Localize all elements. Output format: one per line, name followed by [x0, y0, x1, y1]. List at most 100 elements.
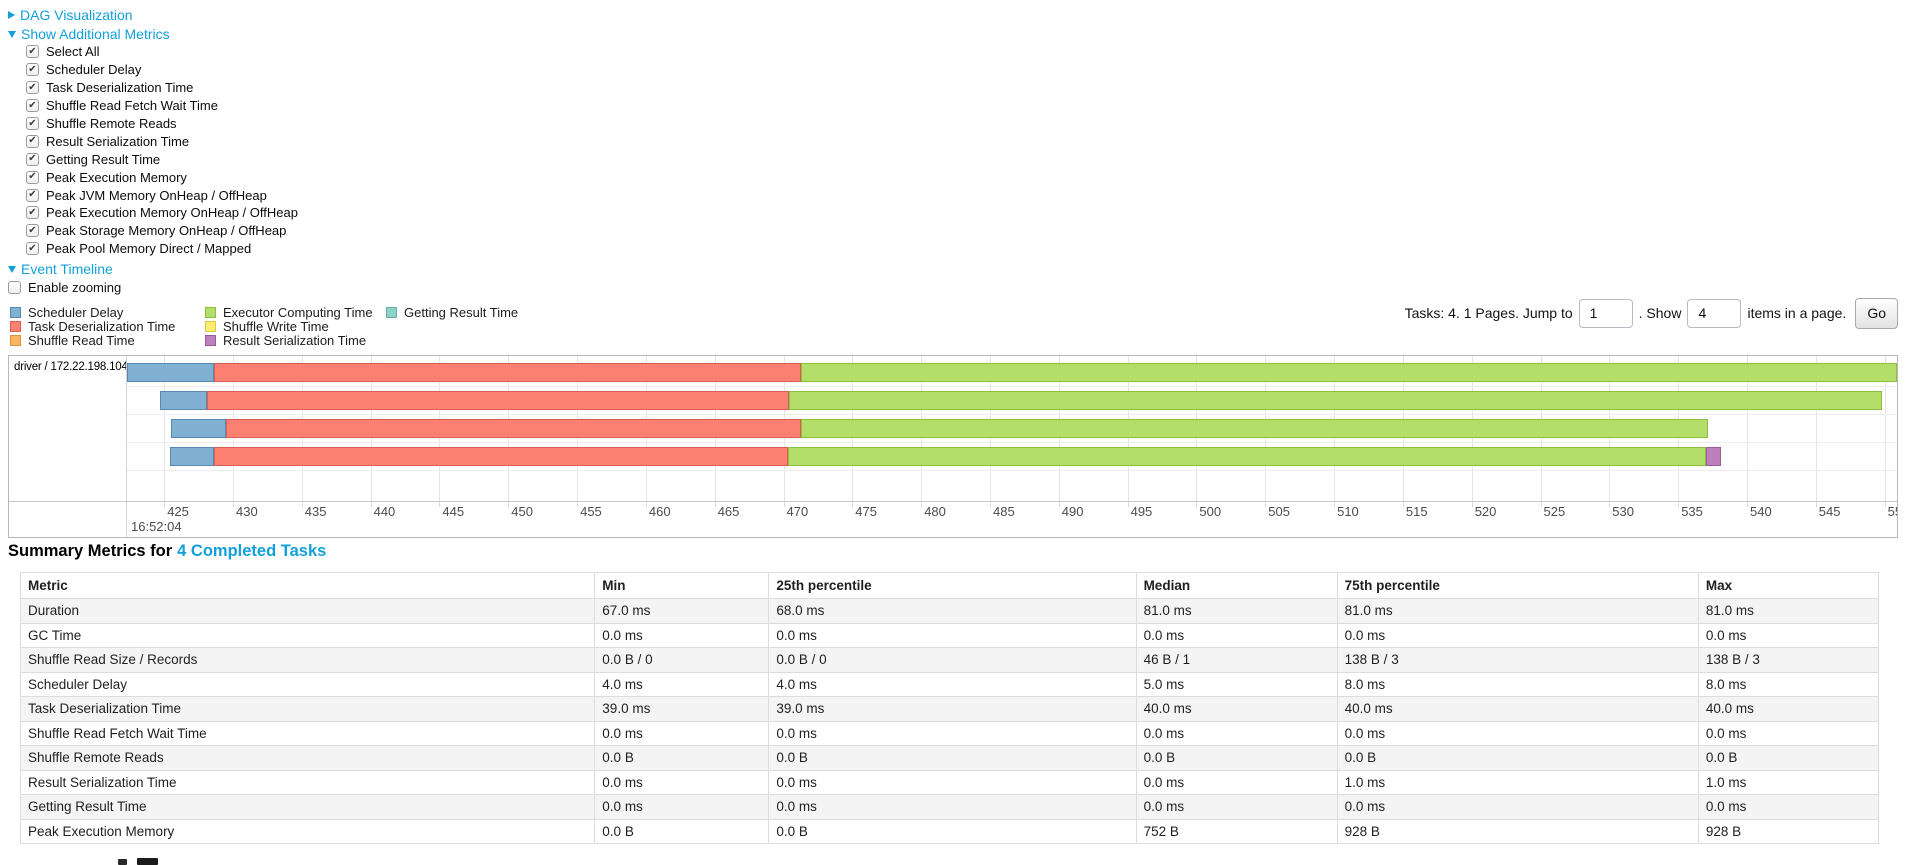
- event-timeline-chart: driver / 172.22.198.104 16:52:04 425 430 4…: [8, 355, 1898, 538]
- timeline-task-segment-scheduler-delay[interactable]: [127, 363, 214, 382]
- checkbox-getting-result-time[interactable]: [26, 152, 39, 166]
- show-text: . Show: [1638, 305, 1682, 321]
- legend-item: Scheduler Delay: [10, 305, 205, 321]
- checkbox-label: Peak Execution Memory: [46, 169, 187, 185]
- timeline-task-segment-task-deserialization-time[interactable]: [206, 391, 789, 410]
- go-button[interactable]: Go: [1855, 297, 1898, 329]
- checkbox-result-serialization-time[interactable]: [26, 134, 39, 148]
- metric-value-cell: 0.0 ms: [594, 720, 770, 746]
- metric-name-cell: GC Time: [19, 622, 596, 648]
- legend-item: Shuffle Read Time: [10, 333, 205, 348]
- legend-column: Scheduler Delay Task Deserialization Time…: [10, 305, 205, 348]
- checkbox-peak-storage-memory-onheap-offheap[interactable]: [26, 224, 39, 238]
- timeline-task-segment-task-deserialization-time[interactable]: [226, 419, 802, 438]
- grid-line: [164, 356, 166, 501]
- timeline-task-segment-result-serialization-time[interactable]: [1705, 447, 1721, 466]
- legend-label: Result Serialization Time: [223, 333, 367, 349]
- table-row: GC Time 0.0 ms 0.0 ms 0.0 ms 0.0 ms 0.0 ms: [19, 622, 1880, 648]
- metric-value-cell: 0.0 ms: [768, 769, 1137, 795]
- checkbox-label: Getting Result Time: [46, 151, 161, 167]
- metric-value-cell: 81.0 ms: [1135, 598, 1338, 624]
- metric-value-cell: 0.0 ms: [1697, 794, 1880, 820]
- timeline-plot-area: [127, 356, 1897, 501]
- metric-value-cell: 1.0 ms: [1336, 769, 1699, 795]
- metric-value-cell: 0.0 B: [1135, 745, 1338, 771]
- metric-value-cell: 0.0 B: [594, 818, 770, 844]
- axis-tick: [1678, 502, 1680, 507]
- axis-tick: [1609, 502, 1611, 507]
- axis-tick: [1815, 502, 1817, 507]
- metric-name-cell: Scheduler Delay: [19, 671, 596, 697]
- legend-item: Shuffle Write Time: [205, 319, 386, 334]
- timeline-task-segment-task-deserialization-time[interactable]: [213, 447, 788, 466]
- metric-checkbox-row: Shuffle Read Fetch Wait Time: [26, 97, 298, 115]
- timeline-task-segment-task-deserialization-time[interactable]: [213, 363, 802, 382]
- checkbox-shuffle-remote-reads[interactable]: [26, 117, 39, 130]
- timeline-task-segment-scheduler-delay[interactable]: [171, 419, 227, 438]
- items-in-page-text: items in a page.: [1747, 305, 1847, 321]
- metric-name-cell: Result Serialization Time: [19, 769, 596, 795]
- axis-tick-label: 465: [717, 504, 740, 519]
- metric-checkbox-row: Peak Execution Memory: [26, 168, 298, 186]
- checkbox-scheduler-delay[interactable]: [26, 63, 39, 77]
- metric-value-cell: 0.0 ms: [1697, 622, 1880, 648]
- legend-label: Scheduler Delay: [28, 305, 124, 321]
- timeline-task-segment-scheduler-delay[interactable]: [160, 391, 207, 410]
- timeline-task-segment-scheduler-delay[interactable]: [169, 447, 214, 466]
- metric-value-cell: 81.0 ms: [1336, 598, 1699, 624]
- axis-tick-label: 530: [1612, 504, 1634, 519]
- checkbox-peak-pool-memory-direct-mapped[interactable]: [26, 242, 39, 256]
- metric-value-cell: 1.0 ms: [1697, 769, 1880, 795]
- timeline-task-segment-executor-computing-time[interactable]: [801, 363, 1897, 382]
- legend-swatch: [10, 307, 21, 319]
- axis-tick-label: 505: [1268, 504, 1290, 519]
- checkbox-select-all[interactable]: [26, 45, 39, 59]
- column-header-median: Median: [1135, 572, 1338, 599]
- axis-tick: [783, 502, 785, 507]
- axis-tick-label: 450: [511, 504, 533, 519]
- expanded-arrow-icon: [8, 266, 16, 273]
- checkbox-shuffle-read-fetch-wait-time[interactable]: [26, 99, 39, 113]
- metric-name-cell: Task Deserialization Time: [19, 696, 596, 722]
- legend-item: Result Serialization Time: [205, 333, 386, 349]
- timeline-axis-start-time: 16:52:04: [131, 519, 182, 534]
- checkbox-label: Task Deserialization Time: [46, 80, 194, 96]
- metric-value-cell: 40.0 ms: [1336, 696, 1699, 722]
- metric-value-cell: 0.0 B: [1697, 745, 1880, 771]
- items-per-page-input[interactable]: [1687, 298, 1742, 328]
- legend-column: Getting Result Time: [386, 305, 518, 347]
- checkbox-peak-execution-memory-onheap-offheap[interactable]: [26, 206, 39, 220]
- axis-tick: [1058, 502, 1060, 507]
- event-timeline-toggle[interactable]: Event Timeline: [8, 260, 113, 277]
- axis-tick-label: 545: [1818, 504, 1841, 519]
- timeline-task-segment-executor-computing-time[interactable]: [787, 447, 1706, 466]
- metric-value-cell: 81.0 ms: [1697, 598, 1880, 624]
- timeline-task-segment-executor-computing-time[interactable]: [801, 419, 1709, 438]
- enable-zooming-checkbox[interactable]: [8, 280, 21, 294]
- table-row: Duration 67.0 ms 68.0 ms 81.0 ms 81.0 ms 81.0…: [19, 598, 1880, 624]
- metric-value-cell: 5.0 ms: [1135, 671, 1338, 697]
- checkbox-task-deserialization-time[interactable]: [26, 81, 39, 95]
- collapsed-arrow-icon: [8, 10, 15, 19]
- metric-value-cell: 0.0 ms: [768, 794, 1137, 820]
- axis-tick-label: 515: [1405, 504, 1428, 519]
- dag-visualization-toggle[interactable]: DAG Visualization: [8, 6, 133, 23]
- jump-to-page-input[interactable]: [1578, 298, 1633, 328]
- axis-tick-label: 510: [1337, 504, 1359, 519]
- timeline-axis-line: [9, 501, 1897, 502]
- additional-metrics-toggle[interactable]: Show Additional Metrics: [8, 25, 170, 42]
- checkbox-label: Peak JVM Memory OnHeap / OffHeap: [46, 187, 267, 203]
- metric-value-cell: 0.0 ms: [1336, 622, 1699, 648]
- table-row: Scheduler Delay 4.0 ms 4.0 ms 5.0 ms 8.0 ms 8…: [19, 671, 1880, 697]
- checkbox-peak-jvm-memory-onheap-offheap[interactable]: [26, 188, 39, 202]
- completed-tasks-link[interactable]: 4 Completed Tasks: [177, 542, 327, 560]
- axis-tick-label: 490: [1061, 504, 1084, 519]
- axis-tick-label: 460: [648, 504, 671, 519]
- checkbox-peak-execution-memory[interactable]: [26, 170, 39, 184]
- metric-name-cell: Getting Result Time: [19, 794, 596, 820]
- axis-tick-label: 445: [442, 504, 465, 519]
- axis-tick-label: 475: [855, 504, 877, 519]
- timeline-task-segment-executor-computing-time[interactable]: [789, 391, 1882, 410]
- summary-heading-prefix: Summary Metrics for: [8, 542, 173, 560]
- metrics-checkbox-list: Select All Scheduler Delay Task Deserializ…: [26, 43, 298, 258]
